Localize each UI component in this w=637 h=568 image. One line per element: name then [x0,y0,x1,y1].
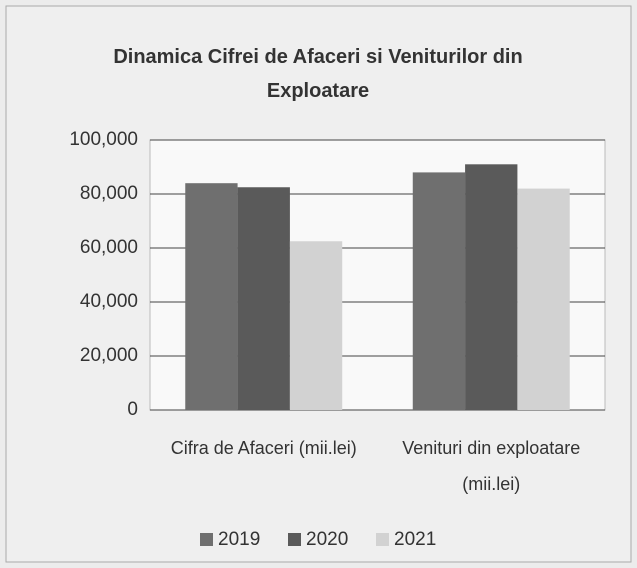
y-tick-label: 100,000 [69,129,138,150]
x-tick-label: Venituri din exploatare (mii.lei) [402,438,581,494]
legend-label: 2021 [394,529,436,550]
bar [517,188,570,410]
chart-title: Dinamica Cifrei de Afaceri si Veniturilo… [113,46,523,102]
bar [465,164,518,410]
bar [289,241,343,410]
bar [185,183,238,410]
y-tick-label: 80,000 [80,183,138,204]
legend-label: 2020 [306,529,348,550]
bar [412,172,466,410]
y-tick-label: 40,000 [80,291,138,312]
legend-swatch [376,533,389,546]
legend-swatch [200,533,213,546]
y-tick-label: 20,000 [80,345,138,366]
legend-label: 2019 [218,529,260,550]
bar [237,187,290,410]
x-tick-label: Cifra de Afaceri (mii.lei) [170,438,357,458]
legend-swatch [288,533,301,546]
y-tick-label: 0 [127,399,138,420]
y-tick-label: 60,000 [80,237,138,258]
